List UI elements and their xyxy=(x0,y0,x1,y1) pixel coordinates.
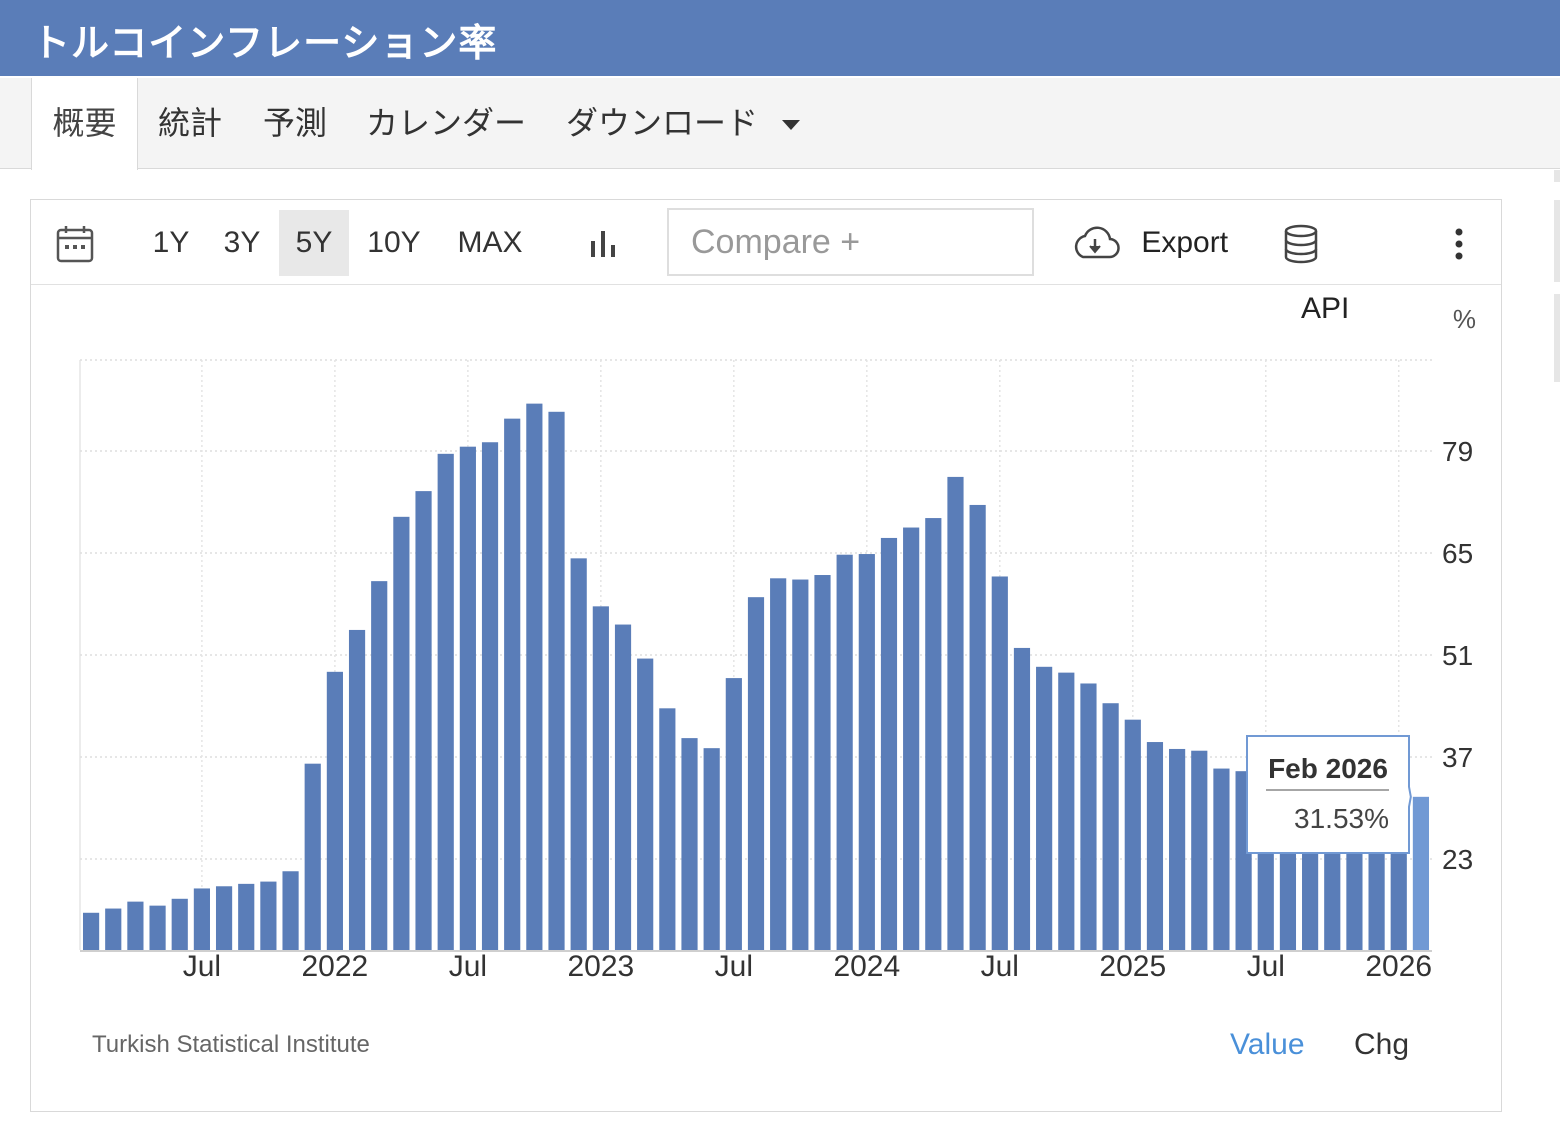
caret-down-icon xyxy=(782,120,801,130)
chart-toolbar: 1Y 3Y 5Y 10Y MAX Export xyxy=(31,200,1501,325)
page-title: トルコインフレーション率 xyxy=(32,21,498,65)
side-scroll-marker xyxy=(1554,170,1560,182)
bar-chart-icon xyxy=(591,231,615,258)
tab-calendar[interactable]: カレンダー xyxy=(366,78,526,169)
range-5y-button[interactable]: 5Y xyxy=(279,210,349,276)
side-scroll-marker xyxy=(1554,200,1560,282)
side-scroll-marker xyxy=(1554,294,1560,382)
export-label: Export xyxy=(1141,226,1229,259)
range-10y-button[interactable]: 10Y xyxy=(367,226,421,259)
tab-bar: 概要 統計 予測 カレンダー ダウンロード xyxy=(0,78,1560,170)
tab-overview[interactable]: 概要 xyxy=(31,78,138,170)
cloud-download-icon xyxy=(1074,226,1120,259)
chart-panel: 1Y 3Y 5Y 10Y MAX Export xyxy=(30,199,1502,1112)
tab-statistics[interactable]: 統計 xyxy=(158,78,222,169)
tab-statistics-label: 統計 xyxy=(158,104,223,142)
more-vertical-icon xyxy=(1455,228,1463,260)
tab-forecast-label: 予測 xyxy=(263,104,328,142)
chart-type-button[interactable] xyxy=(577,210,631,276)
api-button[interactable]: API xyxy=(1283,210,1393,325)
tab-forecast[interactable]: 予測 xyxy=(263,78,327,169)
calendar-icon xyxy=(56,226,94,263)
range-3y-button[interactable]: 3Y xyxy=(223,226,261,259)
range-max-button[interactable]: MAX xyxy=(457,226,523,259)
tab-calendar-label: カレンダー xyxy=(366,104,527,142)
range-1y-button[interactable]: 1Y xyxy=(152,226,190,259)
compare-input[interactable] xyxy=(667,208,1034,276)
tab-download-label: ダウンロード xyxy=(566,104,759,142)
source-label: Turkish Statistical Institute xyxy=(92,1031,370,1058)
database-icon xyxy=(1284,224,1318,264)
calendar-button[interactable] xyxy=(45,210,105,276)
export-button[interactable]: Export xyxy=(1069,210,1239,276)
tab-download[interactable]: ダウンロード xyxy=(566,78,801,169)
value-mode-button[interactable]: Value xyxy=(1230,1028,1305,1061)
api-label: API xyxy=(1301,292,1350,325)
change-mode-button[interactable]: Chg xyxy=(1354,1028,1410,1061)
tab-overview-label: 概要 xyxy=(52,104,117,142)
more-options-button[interactable] xyxy=(1439,210,1479,276)
header-bar: トルコインフレーション率 xyxy=(0,0,1560,76)
